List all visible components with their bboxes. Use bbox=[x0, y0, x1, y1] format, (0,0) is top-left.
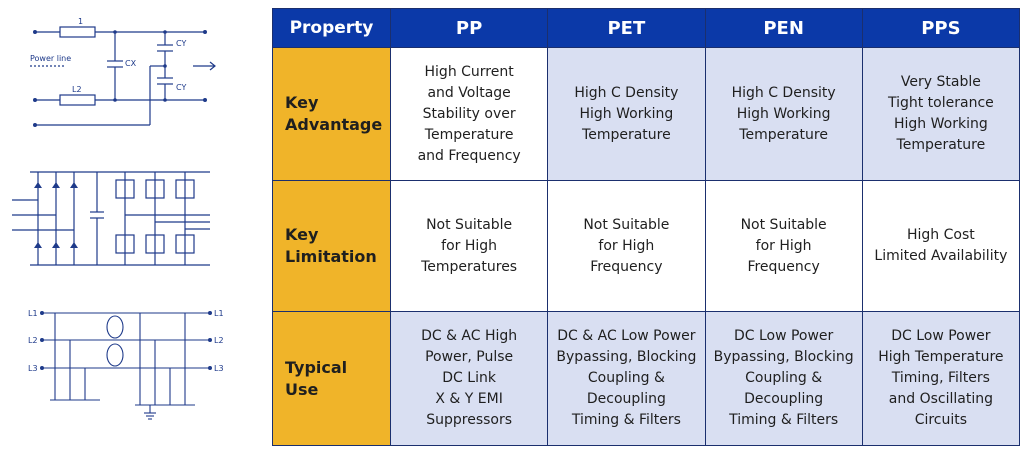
row-label: Typical Use bbox=[272, 311, 391, 446]
circuit-diagrams: 1 Power line L2 CX CY CY bbox=[0, 0, 265, 450]
table-cell: High Current and Voltage Stability over … bbox=[389, 47, 549, 181]
table-cell: High C Density High Working Temperature bbox=[547, 47, 706, 181]
header-pet: PET bbox=[547, 8, 706, 48]
table-cell: High Cost Limited Availability bbox=[861, 180, 1021, 312]
table-cell: Not Suitable for High Frequency bbox=[547, 180, 706, 312]
right-label-l2: L2 bbox=[214, 336, 224, 345]
header-property: Property bbox=[272, 8, 391, 48]
table-cell: Very Stable Tight tolerance High Working… bbox=[861, 47, 1021, 181]
emi-filter-diagram: 1 Power line L2 CX CY CY bbox=[0, 0, 265, 150]
left-label-l2: L2 bbox=[28, 336, 38, 345]
table-cell: DC & AC Low Power Bypassing, Blocking Co… bbox=[547, 311, 706, 446]
left-label-l1: L1 bbox=[28, 309, 38, 318]
table-row-key-advantage: Key Advantage High Current and Voltage S… bbox=[272, 47, 1021, 181]
header-pen: PEN bbox=[704, 8, 863, 48]
right-label-l3: L3 bbox=[214, 364, 224, 373]
inverter-bridge-schematic bbox=[12, 171, 210, 266]
right-label-l1: L1 bbox=[214, 309, 224, 318]
emi-filter-schematic: 1 Power line L2 CX CY CY bbox=[30, 17, 216, 127]
table-row-typical-use: Typical Use DC & AC High Power, Pulse DC… bbox=[272, 311, 1021, 446]
table-cell: DC & AC High Power, Pulse DC Link X & Y … bbox=[389, 311, 549, 446]
label-cx: CX bbox=[125, 59, 137, 68]
table-cell: High C Density High Working Temperature bbox=[704, 47, 863, 181]
film-capacitor-comparison-table: Property PP PET PEN PPS Key Advantage Hi… bbox=[272, 8, 1021, 446]
label-l1: 1 bbox=[78, 17, 83, 26]
left-label-l3: L3 bbox=[28, 364, 38, 373]
inverter-bridge-diagram bbox=[0, 160, 265, 280]
header-pps: PPS bbox=[861, 8, 1021, 48]
table-cell: DC Low Power High Temperature Timing, Fi… bbox=[861, 311, 1021, 446]
table-row-key-limitation: Key Limitation Not Suitable for High Tem… bbox=[272, 180, 1021, 312]
three-phase-filter-schematic: L1 L2 L3 L1 L2 L3 bbox=[28, 309, 224, 420]
header-row: Property PP PET PEN PPS bbox=[272, 8, 1021, 48]
row-label: Key Advantage bbox=[272, 47, 391, 181]
label-cy-bottom: CY bbox=[176, 83, 186, 92]
table-cell: DC Low Power Bypassing, Blocking Couplin… bbox=[704, 311, 863, 446]
table-cell: Not Suitable for High Temperatures bbox=[389, 180, 549, 312]
label-l2: L2 bbox=[72, 85, 82, 94]
row-label: Key Limitation bbox=[272, 180, 391, 312]
three-phase-filter-diagram: L1 L2 L3 L1 L2 L3 bbox=[0, 295, 265, 425]
table-cell: Not Suitable for High Frequency bbox=[704, 180, 863, 312]
header-pp: PP bbox=[389, 8, 549, 48]
label-power-line: Power line bbox=[30, 54, 71, 63]
label-cy-top: CY bbox=[176, 39, 186, 48]
